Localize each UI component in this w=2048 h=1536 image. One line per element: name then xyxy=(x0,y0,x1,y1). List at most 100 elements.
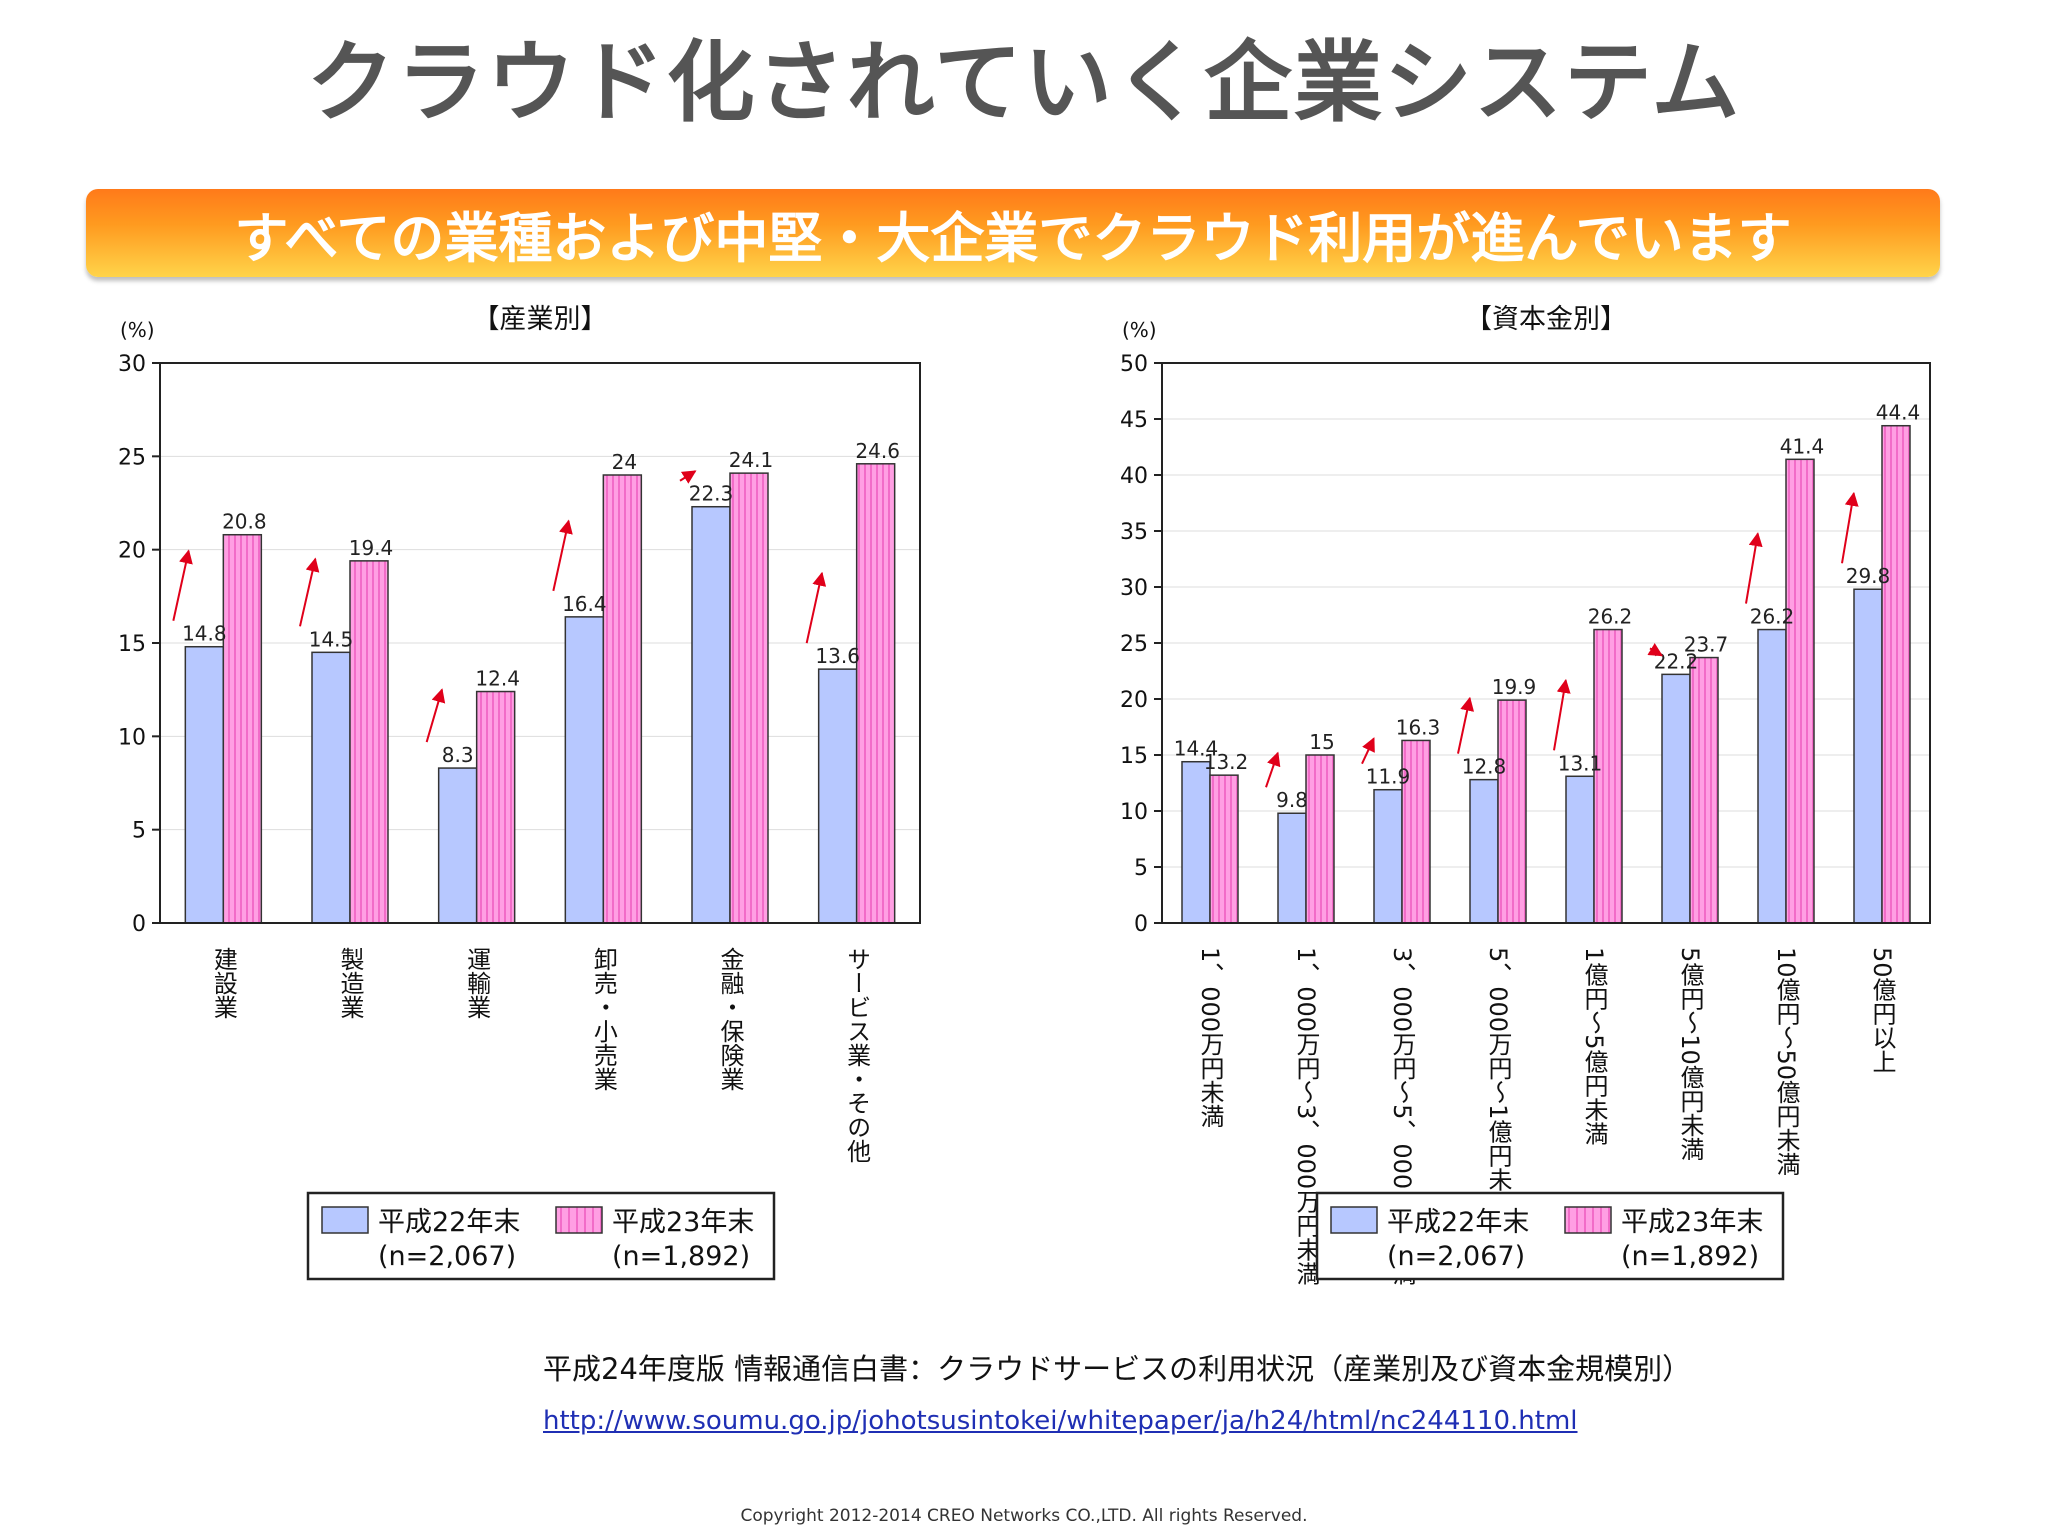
category-label: 建設業 xyxy=(209,947,237,1019)
increase-arrow xyxy=(299,557,320,627)
value-label: 26.2 xyxy=(1588,605,1633,629)
value-label: 24.1 xyxy=(729,448,774,472)
increase-arrow xyxy=(679,470,697,484)
category-label: 製造業 xyxy=(336,947,364,1019)
legend-sub-series2: (n=1,892) xyxy=(612,1241,750,1272)
y-tick-label: 10 xyxy=(118,725,146,750)
legend-swatch-series1 xyxy=(321,1206,369,1234)
increase-arrow xyxy=(1553,678,1571,751)
value-label: 11.9 xyxy=(1366,765,1411,789)
y-tick-label: 0 xyxy=(1134,912,1148,937)
value-label: 12.8 xyxy=(1462,755,1507,779)
increase-arrow xyxy=(172,549,193,621)
source-link[interactable]: http://www.soumu.go.jp/johotsusintokei/w… xyxy=(543,1406,1578,1436)
bar-series2-5 xyxy=(1689,656,1719,924)
y-tick-label: 20 xyxy=(1120,688,1148,713)
value-label: 22.3 xyxy=(689,482,734,506)
source-note: 平成24年度版 情報通信白書：クラウドサービスの利用状況（産業別及び資本金規模別… xyxy=(543,1352,1692,1386)
increase-arrow xyxy=(1361,737,1375,765)
value-label: 29.8 xyxy=(1846,564,1891,588)
value-label: 14.5 xyxy=(309,627,354,651)
y-tick-label: 5 xyxy=(132,819,146,844)
value-label: 26.2 xyxy=(1750,605,1795,629)
value-label: 14.4 xyxy=(1174,737,1219,761)
value-label: 16.3 xyxy=(1396,715,1441,739)
bar-series1-2 xyxy=(1373,788,1403,924)
bar-series2-0 xyxy=(222,533,263,924)
legend-label-series1: 平成22年末 xyxy=(1387,1207,1529,1238)
y-tick-label: 0 xyxy=(132,912,146,937)
value-label: 15 xyxy=(1309,730,1334,754)
legend-swatch-series1 xyxy=(1330,1206,1378,1234)
bar-series2-0 xyxy=(1209,774,1239,924)
value-label: 23.7 xyxy=(1684,633,1729,657)
legend-label-series2: 平成23年末 xyxy=(612,1207,754,1238)
y-tick-label: 20 xyxy=(118,539,146,564)
bar-series1-1 xyxy=(311,651,351,924)
bar-series1-3 xyxy=(1469,778,1499,924)
increase-arrow xyxy=(1457,696,1475,754)
legend-label-series2: 平成23年末 xyxy=(1621,1207,1763,1238)
bar-series1-4 xyxy=(691,505,731,924)
bar-series1-7 xyxy=(1853,588,1883,924)
value-label: 8.3 xyxy=(442,743,474,767)
category-label: 1、000万円未満 xyxy=(1196,947,1224,1128)
value-label: 13.2 xyxy=(1204,750,1249,774)
increase-arrow xyxy=(552,519,573,592)
legend-sub-series1: (n=2,067) xyxy=(378,1241,516,1272)
value-label: 20.8 xyxy=(222,510,267,534)
value-label: 24.6 xyxy=(855,439,900,463)
legend-label-series1: 平成22年末 xyxy=(378,1207,520,1238)
bar-series2-1 xyxy=(1305,754,1335,924)
bar-series1-1 xyxy=(1277,812,1307,924)
y-tick-label: 5 xyxy=(1134,856,1148,881)
category-label: 金融・保険業 xyxy=(716,947,744,1091)
category-label: 5億円〜10億円未満 xyxy=(1676,947,1704,1161)
bar-series2-2 xyxy=(475,690,516,924)
increase-arrow xyxy=(805,571,827,644)
category-label: 50億円以上 xyxy=(1868,947,1896,1074)
category-label: 1、000万円〜3、000万円未満 xyxy=(1292,947,1320,1285)
y-unit-label: (%) xyxy=(1122,318,1157,342)
value-label: 13.6 xyxy=(815,644,860,668)
category-label: 運輸業 xyxy=(463,947,491,1019)
legend-sub-series2: (n=1,892) xyxy=(1621,1241,1759,1272)
legend-swatch-series2 xyxy=(1564,1206,1612,1234)
y-tick-label: 25 xyxy=(118,445,146,470)
value-label: 19.4 xyxy=(349,536,394,560)
bar-series2-5 xyxy=(855,463,896,924)
bar-series1-3 xyxy=(564,616,605,924)
y-tick-label: 40 xyxy=(1120,464,1148,489)
chart-title: 【資本金別】 xyxy=(1465,304,1627,335)
category-label: サービス業・その他 xyxy=(843,947,871,1163)
y-tick-label: 10 xyxy=(1120,800,1148,825)
copyright: Copyright 2012-2014 CREO Networks CO.,LT… xyxy=(740,1506,1308,1526)
category-label: 5、000万円〜1億円未満 xyxy=(1484,947,1512,1215)
increase-arrow xyxy=(1647,643,1663,657)
category-label: 卸売・小売業 xyxy=(589,947,617,1091)
bar-series1-5 xyxy=(1661,673,1691,924)
bar-series2-3 xyxy=(1497,699,1527,924)
capital-chart: 【資本金別】 (%) 14.413.2 1、000万円未満 9.8 15 1、000万円〜3… xyxy=(1120,304,1931,1285)
legend-box xyxy=(306,1191,776,1281)
legend-swatch-series2 xyxy=(555,1206,603,1234)
y-tick-label: 30 xyxy=(118,352,146,377)
page-title: クラウド化されていく企業システム xyxy=(306,31,1742,134)
y-tick-label: 15 xyxy=(118,632,146,657)
value-label: 14.8 xyxy=(182,622,227,646)
bar-series2-7 xyxy=(1881,424,1911,924)
bar-series1-5 xyxy=(817,668,858,924)
value-label: 12.4 xyxy=(475,667,520,691)
value-label: 24 xyxy=(612,450,637,474)
increase-arrow xyxy=(1745,532,1763,604)
value-label: 41.4 xyxy=(1780,434,1825,458)
bar-series1-0 xyxy=(1181,760,1211,924)
legend-box xyxy=(1315,1191,1785,1281)
category-label: 10億円〜50億円未満 xyxy=(1772,947,1800,1176)
y-tick-label: 50 xyxy=(1120,352,1148,377)
value-label: 44.4 xyxy=(1876,401,1921,425)
y-tick-label: 35 xyxy=(1120,520,1148,545)
increase-arrow xyxy=(1841,491,1859,564)
y-unit-label: (%) xyxy=(120,318,155,342)
bar-series2-4 xyxy=(1593,628,1623,924)
